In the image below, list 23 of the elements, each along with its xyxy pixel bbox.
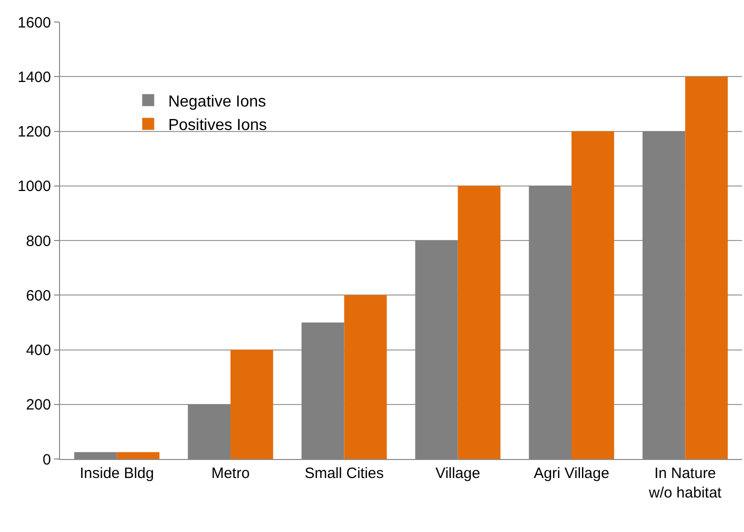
x-tick-label: Small Cities [304, 465, 384, 482]
x-tick-label: Agri Village [534, 465, 610, 482]
bar [344, 295, 387, 459]
bar [572, 131, 614, 459]
legend-label: Negative Ions [168, 93, 266, 110]
y-tick-label: 1600 [18, 14, 51, 32]
y-tick-label: 800 [26, 232, 51, 250]
x-tick-label: Inside Bldg [80, 465, 154, 482]
y-tick-label: 400 [26, 342, 51, 359]
x-tick-label: Village [435, 465, 480, 482]
bar [116, 452, 160, 459]
y-tick-label: 1400 [18, 68, 51, 86]
legend-label: Positives Ions [168, 117, 267, 134]
y-tick-label: 200 [26, 396, 51, 414]
y-tick-label: 600 [26, 287, 51, 304]
x-tick-label: In Nature w/o habitat [648, 465, 722, 502]
bar [230, 350, 274, 459]
bar [458, 186, 500, 459]
y-tick-label: 0 [42, 451, 51, 468]
x-tick-label: Metro [211, 465, 250, 482]
y-tick-label: 1200 [18, 124, 51, 140]
bar [685, 76, 728, 459]
y-tick-label: 1000 [18, 178, 51, 196]
